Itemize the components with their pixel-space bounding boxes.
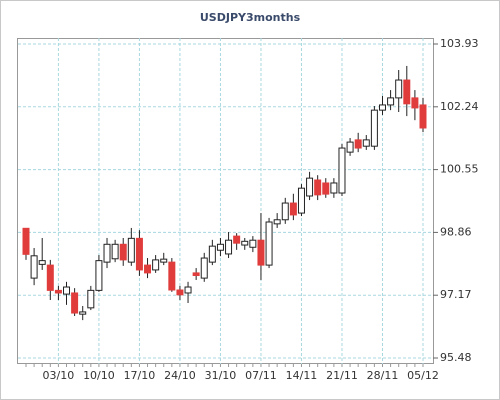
x-tick-label: 21/11	[326, 369, 358, 382]
candle-body	[192, 272, 200, 277]
candle-body	[225, 239, 233, 255]
candle-body	[378, 104, 386, 111]
x-tick-label: 14/11	[286, 369, 318, 382]
candle-body	[184, 286, 192, 294]
y-tick-label: 97.17	[440, 288, 472, 301]
candle-body	[281, 202, 289, 221]
candle-body	[330, 182, 338, 194]
candle-body	[135, 237, 143, 271]
y-tick-label: 98.86	[440, 225, 472, 238]
candle-body	[79, 311, 87, 315]
candle-body	[289, 202, 297, 216]
candle-body	[46, 264, 54, 291]
x-tick-label: 31/10	[205, 369, 237, 382]
candle-body	[103, 243, 111, 263]
candle-body	[200, 257, 208, 279]
candle-body	[241, 240, 249, 246]
x-tick-label: 05/12	[407, 369, 439, 382]
x-tick-label: 24/10	[164, 369, 196, 382]
candle-body	[54, 289, 62, 294]
candle-body	[297, 187, 305, 214]
x-tick-label: 10/10	[83, 369, 115, 382]
y-tick-label: 95.48	[440, 351, 472, 364]
candle-body	[127, 237, 135, 263]
candle-body	[419, 104, 427, 129]
candle-body	[362, 139, 370, 147]
candle-body	[63, 286, 71, 295]
candle-body	[111, 243, 119, 260]
candle-body	[71, 292, 79, 314]
candle-body	[38, 260, 46, 265]
chart-title: USDJPY3months	[200, 11, 301, 24]
candle-body	[265, 221, 273, 266]
y-tick-label: 100.55	[440, 163, 479, 176]
candle-body	[395, 79, 403, 99]
candle-body	[338, 147, 346, 194]
candle-body	[160, 258, 168, 263]
candle-body	[411, 97, 419, 109]
y-tick-label: 103.93	[440, 37, 479, 50]
candle-body	[144, 264, 152, 274]
candle-body	[322, 182, 330, 195]
candle-body	[370, 109, 378, 147]
candle-body	[387, 97, 395, 106]
candle-body	[22, 227, 30, 255]
candle-body	[30, 255, 38, 279]
candle-body	[176, 289, 184, 296]
candle-body	[346, 141, 354, 153]
candle-body	[354, 139, 362, 149]
candle-body	[306, 177, 314, 197]
candle-body	[233, 235, 241, 244]
candle-body	[95, 260, 103, 291]
x-tick-label: 28/11	[367, 369, 399, 382]
y-tick-label: 102.24	[440, 100, 479, 113]
x-tick-label: 07/11	[245, 369, 277, 382]
candle-body	[257, 239, 265, 266]
candle-body	[216, 243, 224, 251]
candle-body	[403, 79, 411, 105]
candle-body	[152, 259, 160, 271]
candle-body	[208, 245, 216, 263]
x-tick-label: 17/10	[124, 369, 156, 382]
candle-body	[168, 261, 176, 291]
candle-body	[273, 219, 281, 225]
x-tick-label: 03/10	[43, 369, 75, 382]
candle-body	[249, 239, 257, 248]
plot-area	[17, 38, 434, 364]
candle-body	[119, 243, 127, 261]
candle-body	[87, 289, 95, 309]
candle-body	[314, 179, 322, 196]
